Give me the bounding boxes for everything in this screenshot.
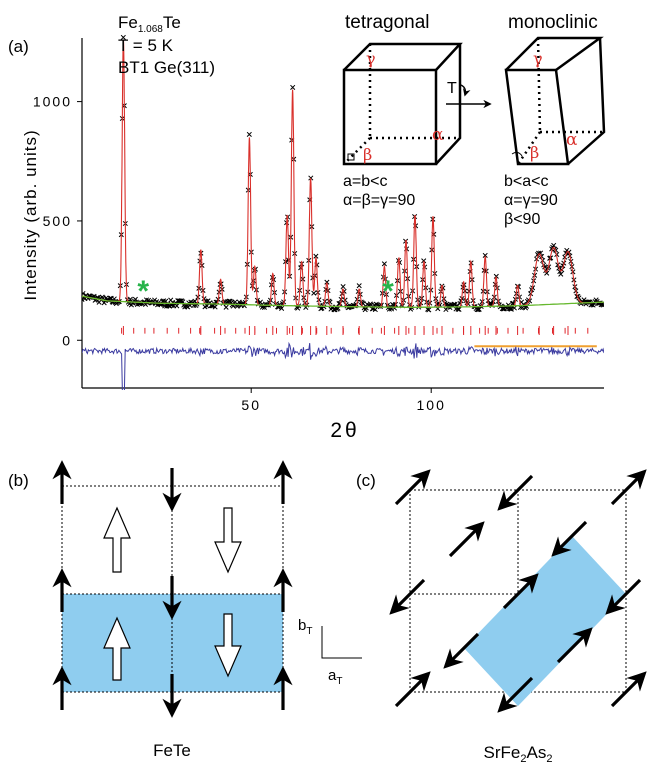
- hollow-down-arrow: [214, 507, 242, 574]
- tetragonal-side-edge: [435, 44, 462, 165]
- x-tick-label: 50: [241, 397, 261, 413]
- monoclinic-title: monoclinic: [508, 12, 598, 33]
- spin-arrow: [394, 469, 431, 506]
- y-tick-label: 500: [43, 213, 72, 229]
- tetragonal-lattice: a=b<c: [343, 173, 387, 190]
- temperature-label: T = 5 K: [118, 36, 174, 55]
- tetragonal-gamma: γ: [366, 49, 376, 68]
- hollow-down-arrow: [214, 613, 242, 678]
- x-ticks: 50 100: [241, 388, 446, 413]
- sample-info: Fe1.068Te T = 5 K BT1 Ge(311): [118, 13, 215, 77]
- instrument-label: BT1 Ge(311): [118, 58, 215, 77]
- monoclinic-gamma: γ: [533, 49, 543, 68]
- tetragonal-title: tetragonal: [345, 12, 430, 33]
- srfe2as2-magnetic-structure: SrFe2As2: [389, 469, 647, 765]
- srfe2as2-magnetic-cell: [464, 536, 626, 706]
- lattice-axes-indicator: bT aT: [298, 617, 362, 687]
- impurity-marker-asterisk: *: [382, 275, 394, 308]
- sample-name: Fe1.068Te: [118, 13, 181, 35]
- bragg-reflection-ticks: [121, 325, 589, 336]
- y-axis-label: Intensity (arb. units): [21, 129, 40, 300]
- fete-magnetic-structure: FeTe: [52, 460, 293, 760]
- panel-a-label: (a): [8, 37, 29, 56]
- y-ticks: 0 500 1000: [33, 94, 82, 348]
- fete-caption: FeTe: [153, 741, 191, 760]
- monoclinic-lattice: b<a<c: [504, 173, 548, 190]
- difference-curve: [82, 341, 604, 390]
- monoclinic-cell: monoclinic γ α β b<a<c α=γ=90 β<90: [504, 12, 606, 228]
- tetragonal-alpha: α: [432, 125, 444, 145]
- spin-arrow: [551, 520, 588, 557]
- spin-arrow: [605, 578, 642, 615]
- temperature-decrease-arrow: [460, 84, 471, 97]
- fete-spins: [52, 460, 293, 718]
- monoclinic-beta-condition: β<90: [504, 211, 540, 228]
- monoclinic-angle-arc: [511, 151, 523, 157]
- monoclinic-alpha: α: [566, 130, 578, 150]
- background-fit-line: [82, 295, 604, 308]
- fete-grid: [61, 485, 284, 693]
- impurity-marker-asterisk: *: [137, 275, 149, 308]
- spin-arrow: [389, 578, 426, 615]
- spin-arrow: [448, 521, 485, 558]
- hollow-up-arrow: [103, 616, 131, 681]
- monoclinic-beta: β: [530, 143, 539, 162]
- srfe2as2-caption: SrFe2As2: [484, 743, 553, 765]
- spin-arrow: [610, 469, 647, 506]
- impurity-markers: * *: [137, 275, 394, 308]
- monoclinic-hidden-edge-d: [516, 131, 542, 165]
- spin-arrow: [497, 474, 534, 511]
- tetragonal-top-edge: [343, 42, 463, 71]
- monoclinic-angles: α=γ=90: [504, 192, 558, 209]
- spin-arrow: [497, 676, 534, 713]
- panel-b-label: (b): [8, 471, 29, 490]
- transition-arrow: T: [446, 80, 492, 109]
- monoclinic-side-edge: [567, 37, 606, 165]
- x-tick-label: 100: [417, 397, 446, 413]
- monoclinic-hidden-edge-v: [536, 37, 542, 133]
- hollow-up-arrow: [103, 506, 131, 573]
- monoclinic-top-edge: [505, 36, 604, 72]
- a-axis-label: aT: [328, 667, 342, 687]
- tetragonal-beta: β: [363, 145, 372, 164]
- y-tick-label: 1000: [33, 94, 72, 110]
- tetragonal-angles: α=β=γ=90: [343, 192, 415, 209]
- spin-arrow: [443, 632, 480, 669]
- fete-te-height-arrows: [103, 506, 242, 681]
- spin-arrow: [556, 627, 593, 664]
- spin-arrow: [502, 573, 539, 610]
- b-axis-label: bT: [298, 617, 312, 637]
- spin-arrow: [610, 671, 647, 708]
- reflection-ticks: [121, 325, 597, 348]
- x-axis-label: 2θ: [330, 419, 359, 442]
- srfe2as2-spins: [389, 469, 647, 713]
- spin-arrow: [394, 671, 431, 708]
- tetragonal-front-face: [342, 68, 438, 166]
- tetragonal-right-angle-mark: [347, 153, 355, 161]
- tetragonal-cell: tetragonal γ α β a=b<c α=β=γ=90: [342, 12, 463, 209]
- transition-label: T: [447, 80, 457, 97]
- y-tick-label: 0: [62, 332, 72, 348]
- panel-c-label: (c): [356, 471, 376, 490]
